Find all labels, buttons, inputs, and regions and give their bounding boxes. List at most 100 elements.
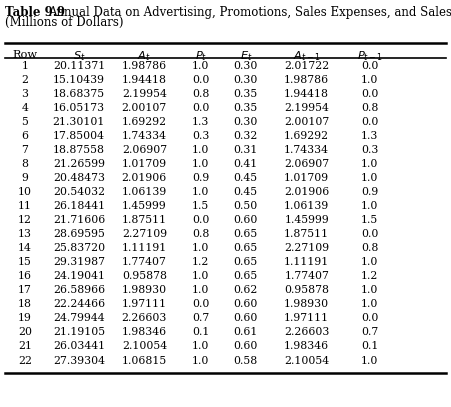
Text: 17: 17 — [18, 285, 32, 295]
Text: 0.50: 0.50 — [234, 201, 258, 211]
Text: 0.62: 0.62 — [234, 285, 258, 295]
Text: 26.03441: 26.03441 — [53, 341, 105, 352]
Text: 14: 14 — [18, 243, 32, 253]
Text: 15.10439: 15.10439 — [53, 75, 105, 85]
Text: 1.0: 1.0 — [361, 356, 378, 365]
Text: 10: 10 — [18, 187, 32, 197]
Text: 1.87511: 1.87511 — [284, 229, 329, 239]
Text: 16: 16 — [18, 271, 32, 281]
Text: 0.0: 0.0 — [361, 61, 378, 71]
Text: 22.24466: 22.24466 — [53, 300, 105, 309]
Text: 12: 12 — [18, 215, 32, 225]
Text: 0.0: 0.0 — [192, 215, 209, 225]
Text: 0.30: 0.30 — [234, 117, 258, 127]
Text: 1.0: 1.0 — [192, 341, 209, 352]
Text: 1.87511: 1.87511 — [122, 215, 167, 225]
Text: 1.11191: 1.11191 — [122, 243, 167, 253]
Text: 1.11191: 1.11191 — [284, 257, 329, 267]
Text: 1.5: 1.5 — [361, 215, 378, 225]
Text: Table 9.9: Table 9.9 — [5, 6, 65, 19]
Text: 6: 6 — [21, 131, 28, 141]
Text: 1.06139: 1.06139 — [122, 187, 167, 197]
Text: 2.00107: 2.00107 — [122, 103, 167, 113]
Text: 1.98346: 1.98346 — [122, 328, 167, 337]
Text: Row: Row — [12, 50, 37, 60]
Text: 0.60: 0.60 — [234, 313, 258, 324]
Text: 1.94418: 1.94418 — [284, 89, 329, 99]
Text: 1.0: 1.0 — [192, 356, 209, 365]
Text: 0.3: 0.3 — [361, 145, 378, 155]
Text: 21: 21 — [18, 341, 32, 352]
Text: 0.65: 0.65 — [234, 271, 258, 281]
Text: 1.0: 1.0 — [361, 201, 378, 211]
Text: 0.0: 0.0 — [361, 313, 378, 324]
Text: 1.0: 1.0 — [192, 159, 209, 169]
Text: (Millions of Dollars): (Millions of Dollars) — [5, 16, 124, 29]
Text: 2.27109: 2.27109 — [284, 243, 329, 253]
Text: 0.30: 0.30 — [234, 61, 258, 71]
Text: 0.9: 0.9 — [361, 187, 378, 197]
Text: $P_t$: $P_t$ — [194, 50, 207, 63]
Text: 1.0: 1.0 — [361, 159, 378, 169]
Text: 1.2: 1.2 — [361, 271, 378, 281]
Text: 0.0: 0.0 — [361, 117, 378, 127]
Text: 0.58: 0.58 — [234, 356, 258, 365]
Text: 9: 9 — [21, 173, 28, 183]
Text: 13: 13 — [18, 229, 32, 239]
Text: 0.9: 0.9 — [192, 173, 209, 183]
Text: 1.98930: 1.98930 — [284, 300, 329, 309]
Text: 11: 11 — [18, 201, 32, 211]
Text: 1.74334: 1.74334 — [122, 131, 167, 141]
Text: 15: 15 — [18, 257, 32, 267]
Text: 1.3: 1.3 — [361, 131, 378, 141]
Text: 1.97111: 1.97111 — [284, 313, 329, 324]
Text: 20: 20 — [18, 328, 32, 337]
Text: 2.10054: 2.10054 — [122, 341, 167, 352]
Text: 0.1: 0.1 — [361, 341, 378, 352]
Text: 0.8: 0.8 — [192, 229, 209, 239]
Text: 2.19954: 2.19954 — [122, 89, 167, 99]
Text: 1.3: 1.3 — [192, 117, 209, 127]
Text: 2.01906: 2.01906 — [284, 187, 329, 197]
Text: 0.30: 0.30 — [234, 75, 258, 85]
Text: 5: 5 — [21, 117, 28, 127]
Text: $A_t$: $A_t$ — [138, 50, 151, 63]
Text: 21.19105: 21.19105 — [53, 328, 105, 337]
Text: 0.0: 0.0 — [192, 300, 209, 309]
Text: 1.74334: 1.74334 — [284, 145, 329, 155]
Text: 7: 7 — [21, 145, 28, 155]
Text: Annual Data on Advertising, Promotions, Sales Expenses, and Sales: Annual Data on Advertising, Promotions, … — [48, 6, 451, 19]
Text: 22: 22 — [18, 356, 32, 365]
Text: 1.69292: 1.69292 — [122, 117, 167, 127]
Text: 1.0: 1.0 — [361, 173, 378, 183]
Text: 25.83720: 25.83720 — [53, 243, 105, 253]
Text: 0.0: 0.0 — [361, 89, 378, 99]
Text: $A_{t-1}$: $A_{t-1}$ — [293, 50, 321, 63]
Text: 17.85004: 17.85004 — [53, 131, 105, 141]
Text: 0.0: 0.0 — [192, 75, 209, 85]
Text: 1.77407: 1.77407 — [284, 271, 329, 281]
Text: 18.87558: 18.87558 — [53, 145, 105, 155]
Text: 0.95878: 0.95878 — [284, 285, 329, 295]
Text: 1.45999: 1.45999 — [284, 215, 329, 225]
Text: 1.0: 1.0 — [361, 300, 378, 309]
Text: 26.58966: 26.58966 — [53, 285, 105, 295]
Text: 0.8: 0.8 — [361, 243, 378, 253]
Text: 0.60: 0.60 — [234, 215, 258, 225]
Text: 1.98930: 1.98930 — [122, 285, 167, 295]
Text: 1.0: 1.0 — [361, 75, 378, 85]
Text: 20.48473: 20.48473 — [53, 173, 105, 183]
Text: 0.0: 0.0 — [192, 103, 209, 113]
Text: 21.71606: 21.71606 — [53, 215, 105, 225]
Text: 26.18441: 26.18441 — [53, 201, 105, 211]
Text: $E_t$: $E_t$ — [239, 50, 252, 63]
Text: 1.2: 1.2 — [192, 257, 209, 267]
Text: 0.45: 0.45 — [234, 173, 258, 183]
Text: 1.98786: 1.98786 — [284, 75, 329, 85]
Text: 1.0: 1.0 — [192, 243, 209, 253]
Text: 0.45: 0.45 — [234, 187, 258, 197]
Text: 2.06907: 2.06907 — [122, 145, 167, 155]
Text: 1.97111: 1.97111 — [122, 300, 167, 309]
Text: 28.69595: 28.69595 — [53, 229, 105, 239]
Text: 2.00107: 2.00107 — [284, 117, 329, 127]
